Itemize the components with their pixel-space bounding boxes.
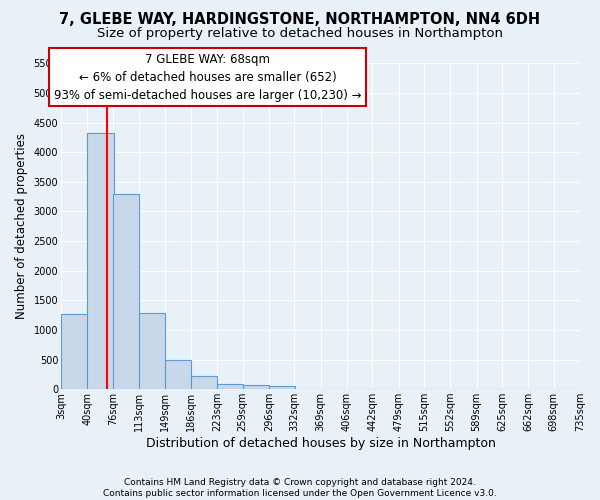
Text: Contains HM Land Registry data © Crown copyright and database right 2024.
Contai: Contains HM Land Registry data © Crown c… <box>103 478 497 498</box>
Bar <box>88 132 113 389</box>
Bar <box>191 376 217 389</box>
Bar <box>217 384 243 389</box>
Bar <box>113 194 139 389</box>
Text: Size of property relative to detached houses in Northampton: Size of property relative to detached ho… <box>97 28 503 40</box>
Bar <box>269 386 295 389</box>
Text: 7, GLEBE WAY, HARDINGSTONE, NORTHAMPTON, NN4 6DH: 7, GLEBE WAY, HARDINGSTONE, NORTHAMPTON,… <box>59 12 541 28</box>
Y-axis label: Number of detached properties: Number of detached properties <box>15 134 28 320</box>
Text: 7 GLEBE WAY: 68sqm
← 6% of detached houses are smaller (652)
93% of semi-detache: 7 GLEBE WAY: 68sqm ← 6% of detached hous… <box>54 52 362 102</box>
X-axis label: Distribution of detached houses by size in Northampton: Distribution of detached houses by size … <box>146 437 496 450</box>
Bar <box>139 314 165 389</box>
Bar <box>61 314 88 389</box>
Bar <box>242 386 269 389</box>
Bar <box>164 360 191 389</box>
